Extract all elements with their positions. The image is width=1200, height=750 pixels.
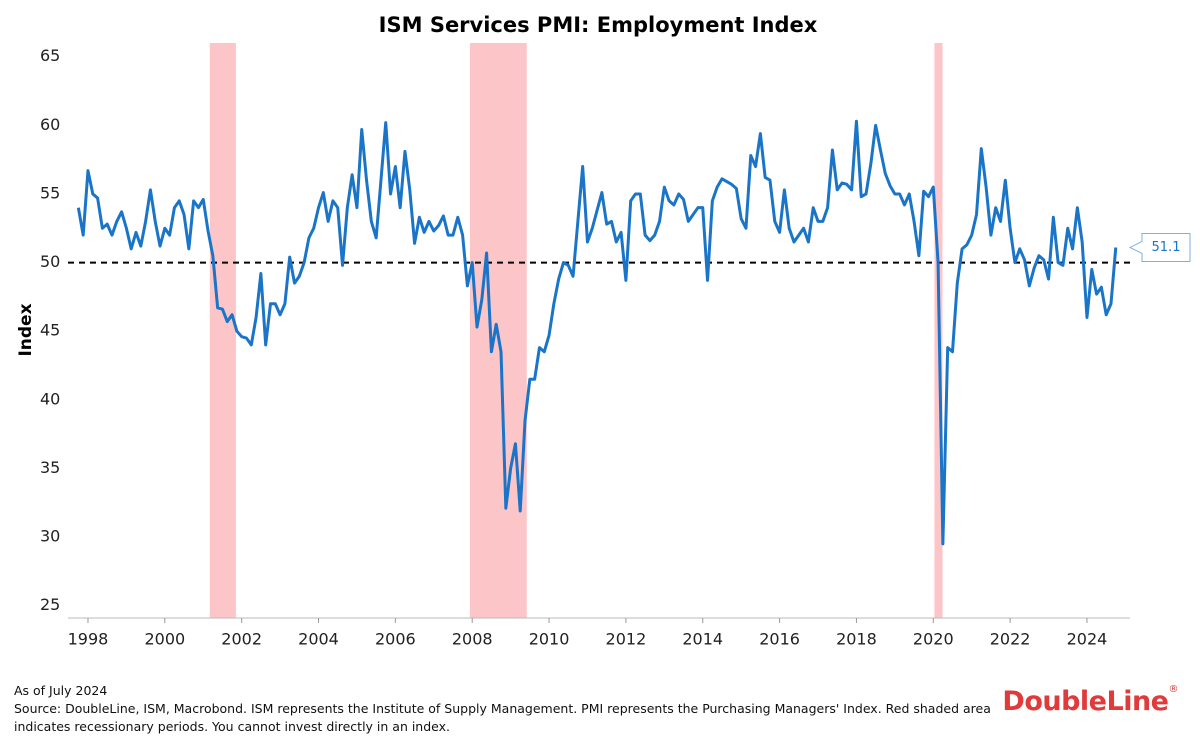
footnote: As of July 2024 <box>14 683 108 698</box>
logo-text: DoubleLine <box>1002 686 1169 717</box>
y-tick-label: 60 <box>40 115 60 134</box>
x-tick-label: 2006 <box>375 630 416 649</box>
x-tick-label: 2010 <box>529 630 570 649</box>
callout-label: 51.1 <box>1152 240 1181 255</box>
y-tick-label: 25 <box>40 595 60 614</box>
x-tick-label: 2022 <box>990 630 1031 649</box>
x-tick-label: 2016 <box>759 630 800 649</box>
y-tick-label: 50 <box>40 252 60 271</box>
recession-band <box>209 43 236 618</box>
y-tick-label: 30 <box>40 527 60 546</box>
footer: As of July 2024 Source: DoubleLine, ISM,… <box>14 682 1034 736</box>
x-tick-label: 2002 <box>221 630 262 649</box>
x-tick-label: 2004 <box>298 630 339 649</box>
x-tick-label: 2012 <box>606 630 647 649</box>
x-tick-label: 2000 <box>144 630 185 649</box>
logo: DoubleLine® <box>1002 684 1179 717</box>
logo-mark: ® <box>1168 684 1179 695</box>
x-tick-label: 2008 <box>452 630 493 649</box>
x-tick-label: 1998 <box>68 630 109 649</box>
source-note: Source: DoubleLine, ISM, Macrobond. ISM … <box>14 701 991 734</box>
x-tick-label: 2014 <box>682 630 723 649</box>
y-tick-label: 40 <box>40 389 60 408</box>
y-tick-label: 35 <box>40 458 60 477</box>
x-tick-label: 2018 <box>836 630 877 649</box>
y-axis-label: Index <box>16 303 36 356</box>
y-tick-label: 65 <box>40 46 60 65</box>
y-tick-label: 45 <box>40 321 60 340</box>
data-line <box>76 119 1118 546</box>
chart-title: ISM Services PMI: Employment Index <box>379 13 818 37</box>
chart: ISM Services PMI: Employment Index Index… <box>16 13 1191 649</box>
x-tick-label: 2020 <box>913 630 954 649</box>
y-tick-label: 55 <box>40 183 60 202</box>
x-tick-label: 2024 <box>1067 630 1108 649</box>
callout-box <box>1128 232 1191 262</box>
